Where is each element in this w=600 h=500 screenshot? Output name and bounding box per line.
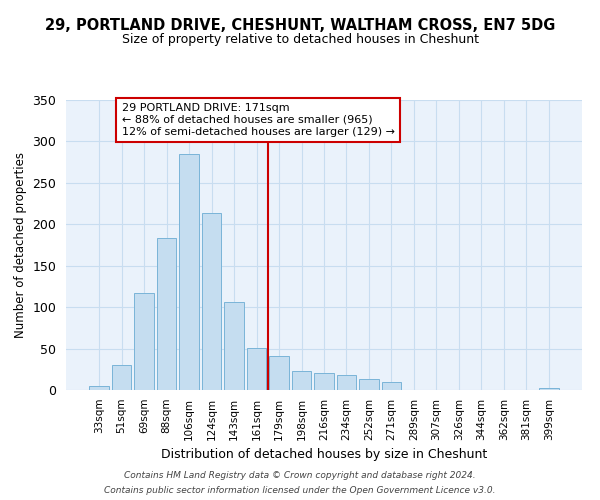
Bar [382, 382, 401, 390]
Bar [224, 302, 244, 390]
Bar [292, 371, 311, 390]
Bar [359, 379, 379, 390]
Text: Contains public sector information licensed under the Open Government Licence v3: Contains public sector information licen… [104, 486, 496, 495]
Bar [202, 212, 221, 390]
Text: Contains HM Land Registry data © Crown copyright and database right 2024.: Contains HM Land Registry data © Crown c… [124, 471, 476, 480]
Bar [539, 388, 559, 390]
Bar [112, 365, 131, 390]
Text: 29, PORTLAND DRIVE, CHESHUNT, WALTHAM CROSS, EN7 5DG: 29, PORTLAND DRIVE, CHESHUNT, WALTHAM CR… [45, 18, 555, 32]
Bar [337, 375, 356, 390]
Y-axis label: Number of detached properties: Number of detached properties [14, 152, 27, 338]
Bar [179, 154, 199, 390]
Bar [134, 293, 154, 390]
Bar [314, 374, 334, 390]
Bar [247, 348, 266, 390]
Bar [269, 356, 289, 390]
X-axis label: Distribution of detached houses by size in Cheshunt: Distribution of detached houses by size … [161, 448, 487, 461]
Bar [89, 386, 109, 390]
Bar [157, 238, 176, 390]
Text: Size of property relative to detached houses in Cheshunt: Size of property relative to detached ho… [121, 32, 479, 46]
Text: 29 PORTLAND DRIVE: 171sqm
← 88% of detached houses are smaller (965)
12% of semi: 29 PORTLAND DRIVE: 171sqm ← 88% of detac… [122, 104, 395, 136]
